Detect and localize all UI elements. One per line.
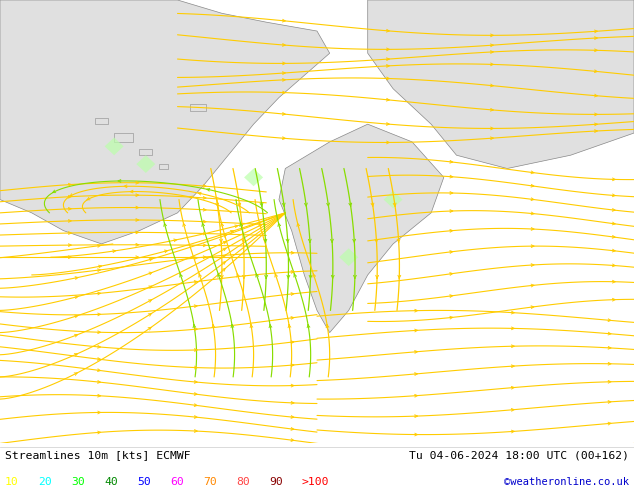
Text: Tu 04-06-2024 18:00 UTC (00+162): Tu 04-06-2024 18:00 UTC (00+162) xyxy=(409,450,629,461)
Polygon shape xyxy=(190,104,206,111)
Text: 20: 20 xyxy=(38,477,52,487)
Text: 40: 40 xyxy=(104,477,118,487)
Text: ©weatheronline.co.uk: ©weatheronline.co.uk xyxy=(504,477,629,487)
Polygon shape xyxy=(139,148,152,155)
Text: 80: 80 xyxy=(236,477,250,487)
Text: 30: 30 xyxy=(71,477,85,487)
Polygon shape xyxy=(384,191,403,208)
Text: 70: 70 xyxy=(203,477,217,487)
Text: >100: >100 xyxy=(302,477,329,487)
Polygon shape xyxy=(158,164,168,169)
Text: 10: 10 xyxy=(5,477,19,487)
Polygon shape xyxy=(95,118,108,124)
Polygon shape xyxy=(244,169,263,186)
Polygon shape xyxy=(368,0,634,169)
Polygon shape xyxy=(114,133,133,142)
Polygon shape xyxy=(279,124,444,333)
Polygon shape xyxy=(339,248,358,266)
Text: 90: 90 xyxy=(269,477,283,487)
Polygon shape xyxy=(105,138,124,155)
Polygon shape xyxy=(0,0,330,244)
Text: Streamlines 10m [kts] ECMWF: Streamlines 10m [kts] ECMWF xyxy=(5,450,191,461)
Text: 50: 50 xyxy=(137,477,151,487)
Polygon shape xyxy=(136,155,155,173)
Text: 60: 60 xyxy=(170,477,184,487)
